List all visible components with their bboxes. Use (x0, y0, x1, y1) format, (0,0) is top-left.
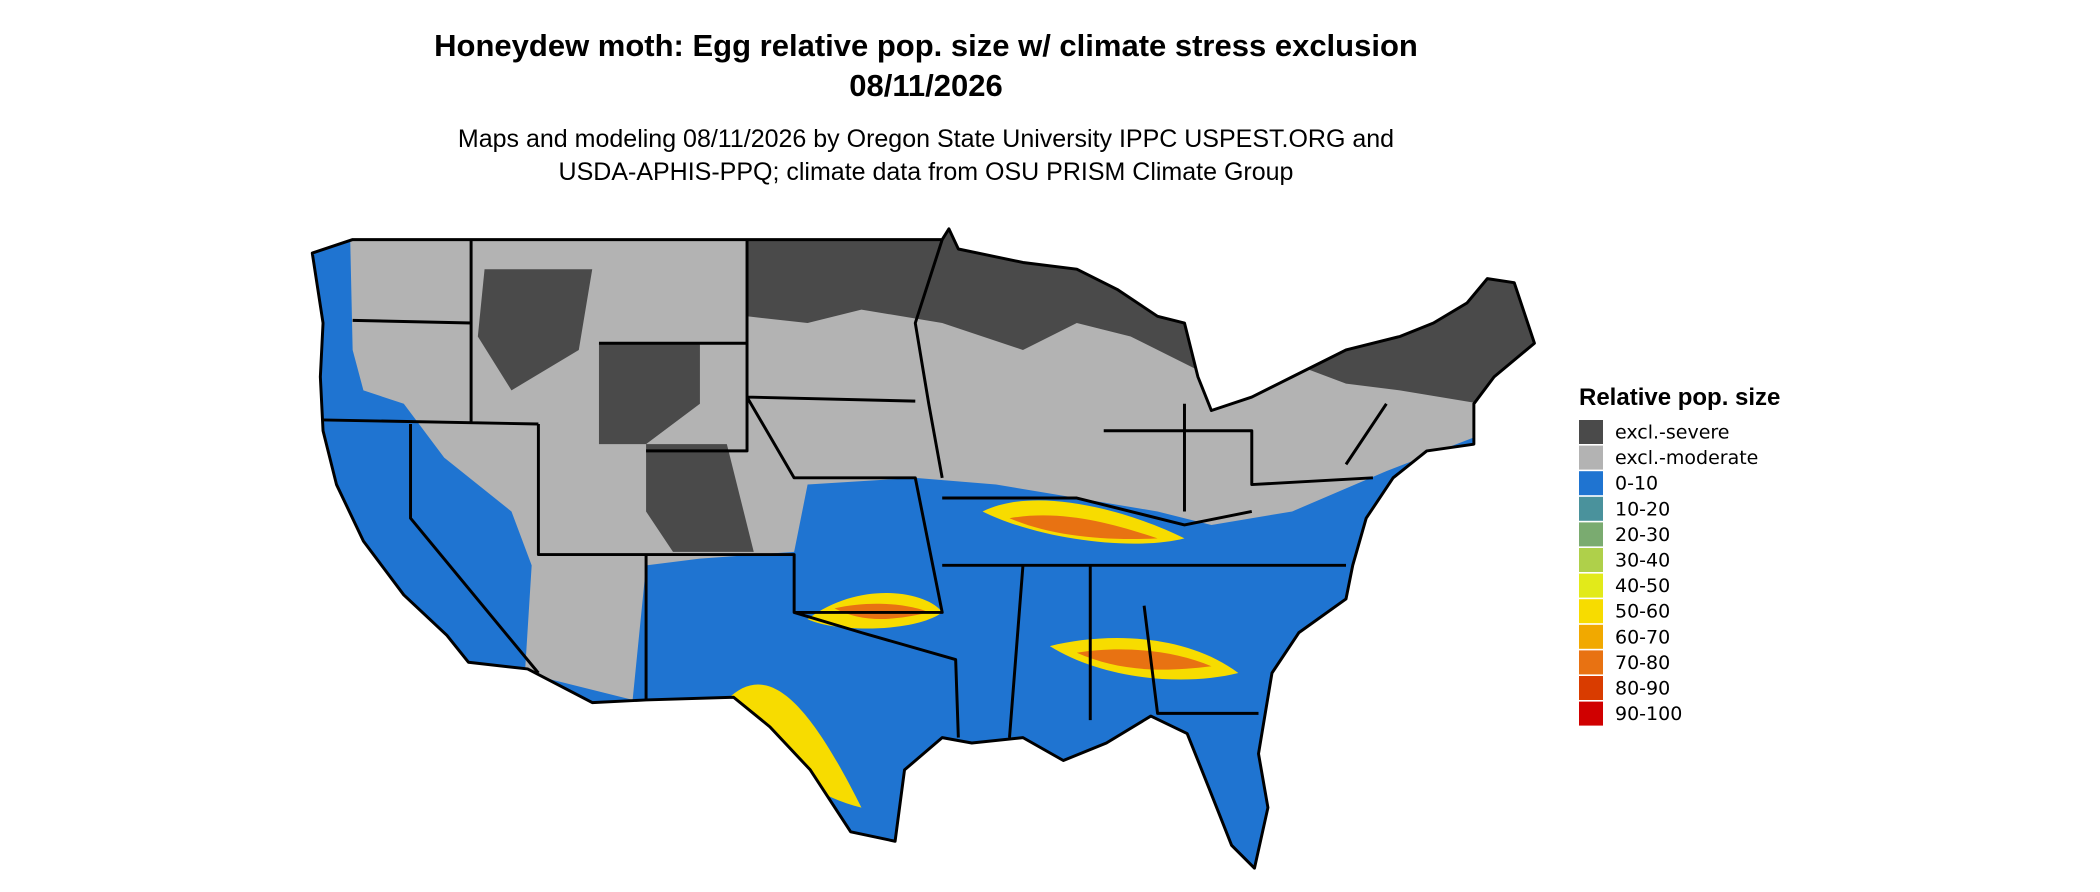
legend-swatch (1579, 496, 1603, 521)
legend-label: 60-70 (1615, 626, 1670, 648)
us-border (310, 227, 1536, 870)
legend-label: 0-10 (1615, 473, 1658, 495)
date: 08/11/2026 (849, 68, 1002, 103)
us-map (310, 227, 1536, 870)
legend-label: 90-100 (1615, 703, 1682, 725)
legend-swatch (1579, 420, 1603, 444)
subtitle: Maps and modeling 08/11/2026 by Oregon S… (458, 125, 1394, 153)
legend-label: 20-30 (1615, 524, 1670, 546)
legend-swatch (1579, 445, 1603, 470)
subtitle: USDA-APHIS-PPQ; climate data from OSU PR… (559, 158, 1294, 186)
legend-title: Relative pop. size (1579, 384, 1780, 411)
legend-label: excl.-moderate (1615, 447, 1758, 469)
legend-swatch (1579, 599, 1603, 624)
state-border (323, 239, 1388, 738)
legend-label: 30-40 (1615, 550, 1670, 572)
legend-swatch (1579, 522, 1603, 547)
legend-swatch (1579, 624, 1603, 649)
region (477, 269, 754, 552)
legend-label: 50-60 (1615, 601, 1670, 623)
legend-label: 10-20 (1615, 498, 1670, 520)
legend-swatch (1579, 701, 1603, 726)
legend-swatch (1579, 676, 1603, 700)
legend-label: 70-80 (1615, 652, 1670, 674)
legend-swatch (1579, 573, 1603, 598)
legend-label: 40-50 (1615, 575, 1670, 597)
legend-swatch (1579, 471, 1603, 496)
legend-swatch (1579, 548, 1603, 572)
title: Honeydew moth: Egg relative pop. size w/… (434, 28, 1418, 63)
legend-label: 80-90 (1615, 678, 1670, 700)
legend-swatch (1579, 650, 1603, 675)
legend-label: excl.-severe (1615, 422, 1730, 444)
legend: excl.-severe excl.-moderate 0-10 10-20 20-30… (1579, 420, 1758, 726)
